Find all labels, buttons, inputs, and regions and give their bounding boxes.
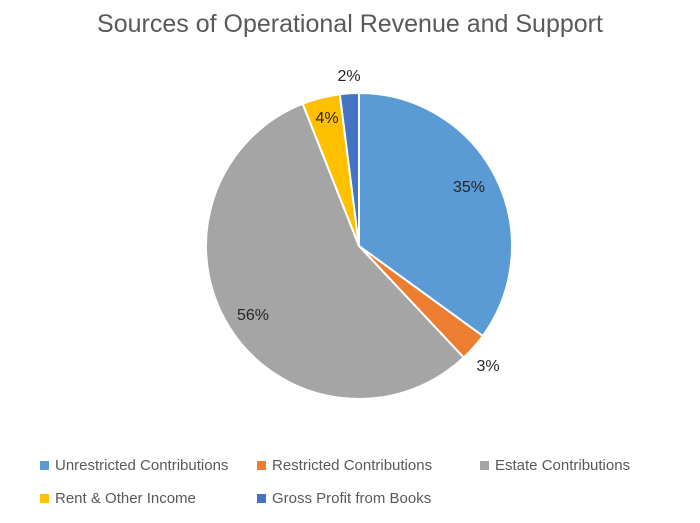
data-label-4: 4%	[315, 110, 338, 127]
legend-label-2: Restricted Contributions	[272, 457, 433, 474]
pie-slice-1	[358, 92, 513, 337]
legend-item-3: Estate Contributions	[480, 457, 630, 474]
legend-item-4: Rent & Other Income	[40, 490, 196, 507]
legend-item-1: Unrestricted Contributions	[40, 457, 228, 474]
legend-item-2: Restricted Contributions	[257, 457, 432, 474]
legend-label-3: Estate Contributions	[495, 457, 631, 474]
data-label-2: 3%	[476, 358, 499, 375]
legend-swatch-4	[40, 494, 49, 503]
legend: Unrestricted Contributions Restricted Con…	[0, 452, 700, 522]
data-label-3: 56%	[237, 307, 269, 324]
legend-swatch-2	[257, 461, 266, 470]
data-label-5: 2%	[337, 68, 360, 85]
legend-swatch-1	[40, 461, 49, 470]
legend-label-4: Rent & Other Income	[55, 490, 196, 507]
legend-swatch-5	[257, 494, 266, 503]
pie-slice-5	[338, 92, 360, 247]
legend-swatch-3	[480, 461, 489, 470]
legend-label-1: Unrestricted Contributions	[55, 457, 229, 474]
legend-item-5: Gross Profit from Books	[257, 490, 431, 507]
legend-label-5: Gross Profit from Books	[272, 490, 432, 507]
pie-slice-3	[205, 102, 465, 400]
data-label-1: 35%	[453, 179, 485, 196]
chart-title: Sources of Operational Revenue and Suppo…	[97, 10, 603, 38]
